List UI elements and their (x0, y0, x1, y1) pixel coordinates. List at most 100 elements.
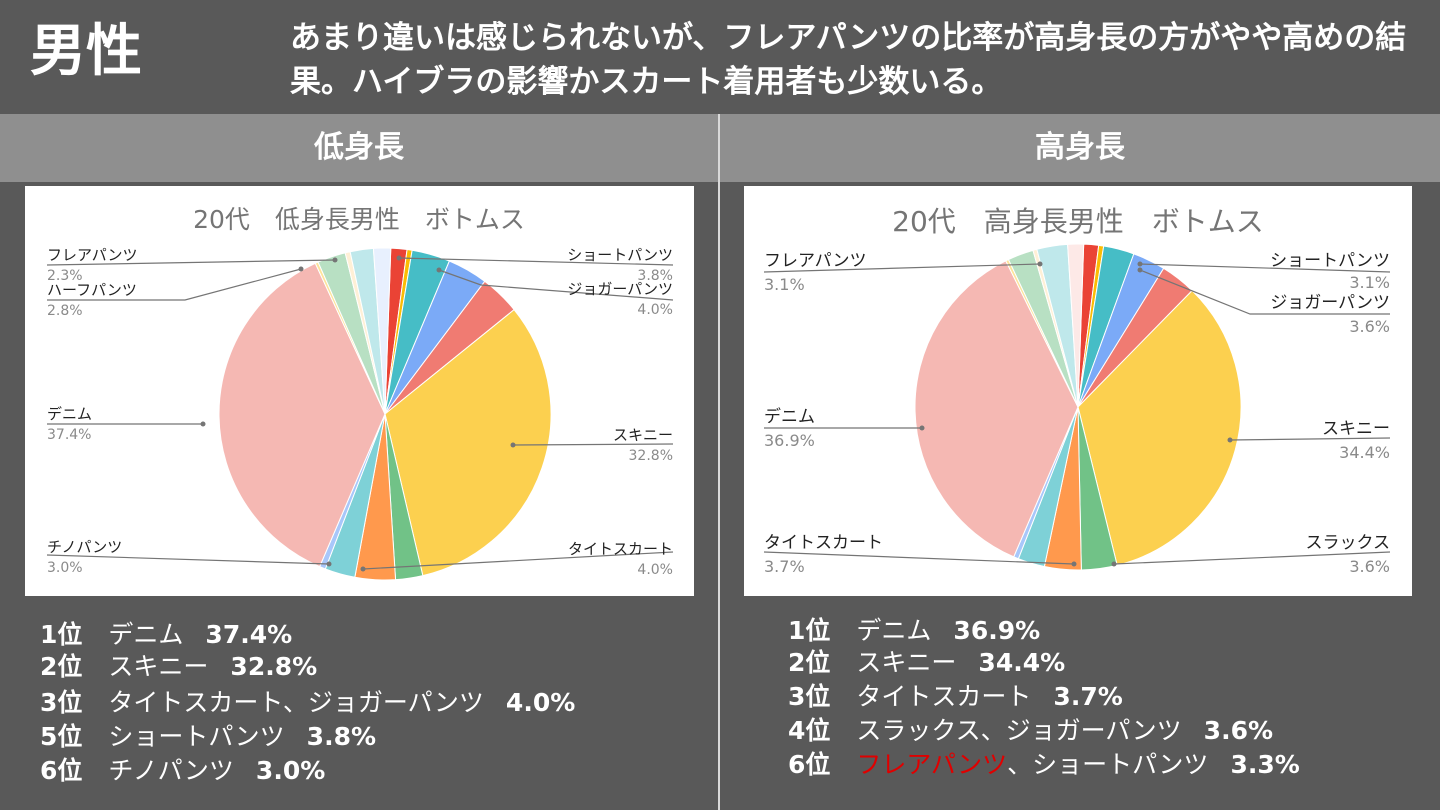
callout-value: 4.0% (637, 562, 673, 578)
rank-position: 2位 (40, 652, 83, 681)
callout-label: タイトスカート (764, 533, 883, 553)
pie-slices (914, 243, 1242, 571)
rank-value: 3.7% (1053, 682, 1123, 711)
rank-item: チノパンツ (108, 756, 234, 785)
callout-value: 34.4% (1339, 443, 1390, 462)
rank-item: デニム (108, 620, 184, 649)
callout-flarepants: フレアパンツ 2.3% (46, 246, 338, 284)
callout-value: 3.8% (637, 268, 673, 284)
callout-value: 2.3% (47, 268, 83, 284)
callout-dot (436, 267, 442, 273)
header: 男性 あまり違いは感じられないが、フレアパンツの比率が高身長の方がやや高めの結果… (0, 0, 1440, 114)
callout-label: フレアパンツ (764, 251, 867, 271)
rank-position: 1位 (788, 616, 831, 645)
rank-value: 32.8% (230, 652, 318, 681)
callout-denim: デニム 36.9% (764, 406, 925, 450)
callout-flarepants: フレアパンツ 3.1% (763, 251, 1043, 294)
rank-position: 4位 (788, 716, 831, 745)
pie-slice (1067, 243, 1085, 408)
callout-line (362, 551, 674, 570)
callout-value: 32.8% (629, 448, 673, 464)
rank-position: 3位 (788, 682, 831, 711)
rank-position: 5位 (40, 722, 83, 751)
pie-slice-10 (218, 262, 386, 568)
callout-line (512, 443, 674, 446)
page-description: あまり違いは感じられないが、フレアパンツの比率が高身長の方がやや高めの結果。ハイ… (290, 20, 1407, 100)
rank-value: 3.8% (306, 722, 377, 751)
ranking-row: 3位 タイトスカート 3.7% (788, 682, 1123, 712)
ranking-row: 2位 スキニー 34.4% (788, 648, 1065, 678)
callout-value: 37.4% (47, 427, 91, 443)
rank-position: 2位 (788, 648, 831, 677)
callout-slacks: スラックス 3.6% (1111, 533, 1391, 576)
callout-dot (326, 561, 332, 567)
callout-line (47, 268, 302, 301)
callout-dot (1071, 561, 1077, 567)
callout-value: 3.6% (1349, 557, 1390, 576)
column-header-tall: 高身長 (720, 114, 1440, 182)
callout-line (438, 269, 674, 301)
page-title: 男性 (30, 19, 142, 84)
callout-label: スキニー (613, 426, 673, 444)
rank-item: スキニー (856, 648, 957, 677)
rank-value: 34.4% (978, 648, 1066, 677)
callout-joggerpants: ジョガーパンツ 3.6% (1137, 267, 1390, 336)
callout-label: デニム (47, 405, 92, 423)
callout-value: 2.8% (47, 303, 83, 319)
callout-line (763, 551, 1075, 565)
callout-label: タイトスカート (568, 540, 673, 558)
chart-title: 20代 高身長男性 ボトムス (892, 205, 1264, 238)
pie-slice (372, 247, 392, 415)
callout-skinny: スキニー 34.4% (1227, 419, 1391, 462)
callout-dot (1037, 261, 1043, 267)
callout-skinny: スキニー 32.8% (510, 426, 674, 464)
ranking-row: 3位 タイトスカート、ジョガーパンツ 4.0% (40, 688, 575, 718)
pie-slice-5 (1077, 289, 1242, 566)
callout-line (398, 257, 674, 266)
rank-item: スキニー (108, 652, 209, 681)
callout-dot (396, 255, 402, 261)
callout-line (1113, 551, 1391, 565)
rank-item: スラックス、ジョガーパンツ (856, 716, 1182, 745)
pie-slice-10 (914, 260, 1079, 558)
callout-dot (1227, 437, 1233, 443)
rank-position: 3位 (40, 688, 83, 717)
rank-value: 3.6% (1203, 716, 1274, 745)
rank-item: デニム (856, 616, 932, 645)
callout-denim: デニム 37.4% (47, 405, 206, 443)
ranking-row: 2位 スキニー 32.8% (40, 652, 317, 682)
rank-item: タイトスカート (856, 682, 1032, 711)
callout-value: 3.0% (47, 560, 83, 576)
callout-dot (200, 421, 206, 427)
callout-line (763, 263, 1041, 273)
pie-chart-tall: 20代 高身長男性 ボトムス ショートパンツ 3.1% ジョガーパンツ 3.6%… (763, 205, 1391, 576)
callout-value: 3.1% (1349, 273, 1390, 292)
callout-line (1229, 437, 1391, 441)
callout-label: ハーフパンツ (47, 281, 137, 299)
callout-value: 3.6% (1349, 317, 1390, 336)
callout-value: 4.0% (637, 302, 673, 318)
callout-joggerpants: ジョガーパンツ 4.0% (436, 267, 674, 318)
callout-dot (1137, 267, 1143, 273)
ranking-row: 1位 デニム 36.9% (788, 616, 1040, 646)
callout-tightskirt: タイトスカート 3.7% (763, 533, 1077, 576)
rank-value: 4.0% (505, 688, 576, 717)
callout-label: デニム (764, 406, 815, 427)
column-header-short: 低身長 (0, 114, 718, 182)
callout-tightskirt: タイトスカート 4.0% (360, 540, 674, 578)
callout-shortpants: ショートパンツ 3.1% (1137, 251, 1391, 292)
rank-item: 、ショートパンツ (1007, 750, 1209, 779)
callout-line (1139, 269, 1390, 315)
rank-position: 1位 (40, 620, 83, 649)
rank-value: 3.3% (1230, 750, 1300, 779)
rank-value: 36.9% (953, 616, 1041, 645)
callout-dot (1137, 261, 1143, 267)
column-divider (718, 114, 720, 810)
callout-shortpants: ショートパンツ 3.8% (396, 246, 674, 284)
rank-position: 6位 (40, 756, 83, 785)
callout-label: チノパンツ (47, 538, 122, 556)
rank-position: 6位 (788, 750, 831, 779)
callout-halfpants: ハーフパンツ 2.8% (47, 266, 304, 319)
pie-slice-5 (384, 308, 552, 577)
callout-dot (332, 257, 338, 263)
